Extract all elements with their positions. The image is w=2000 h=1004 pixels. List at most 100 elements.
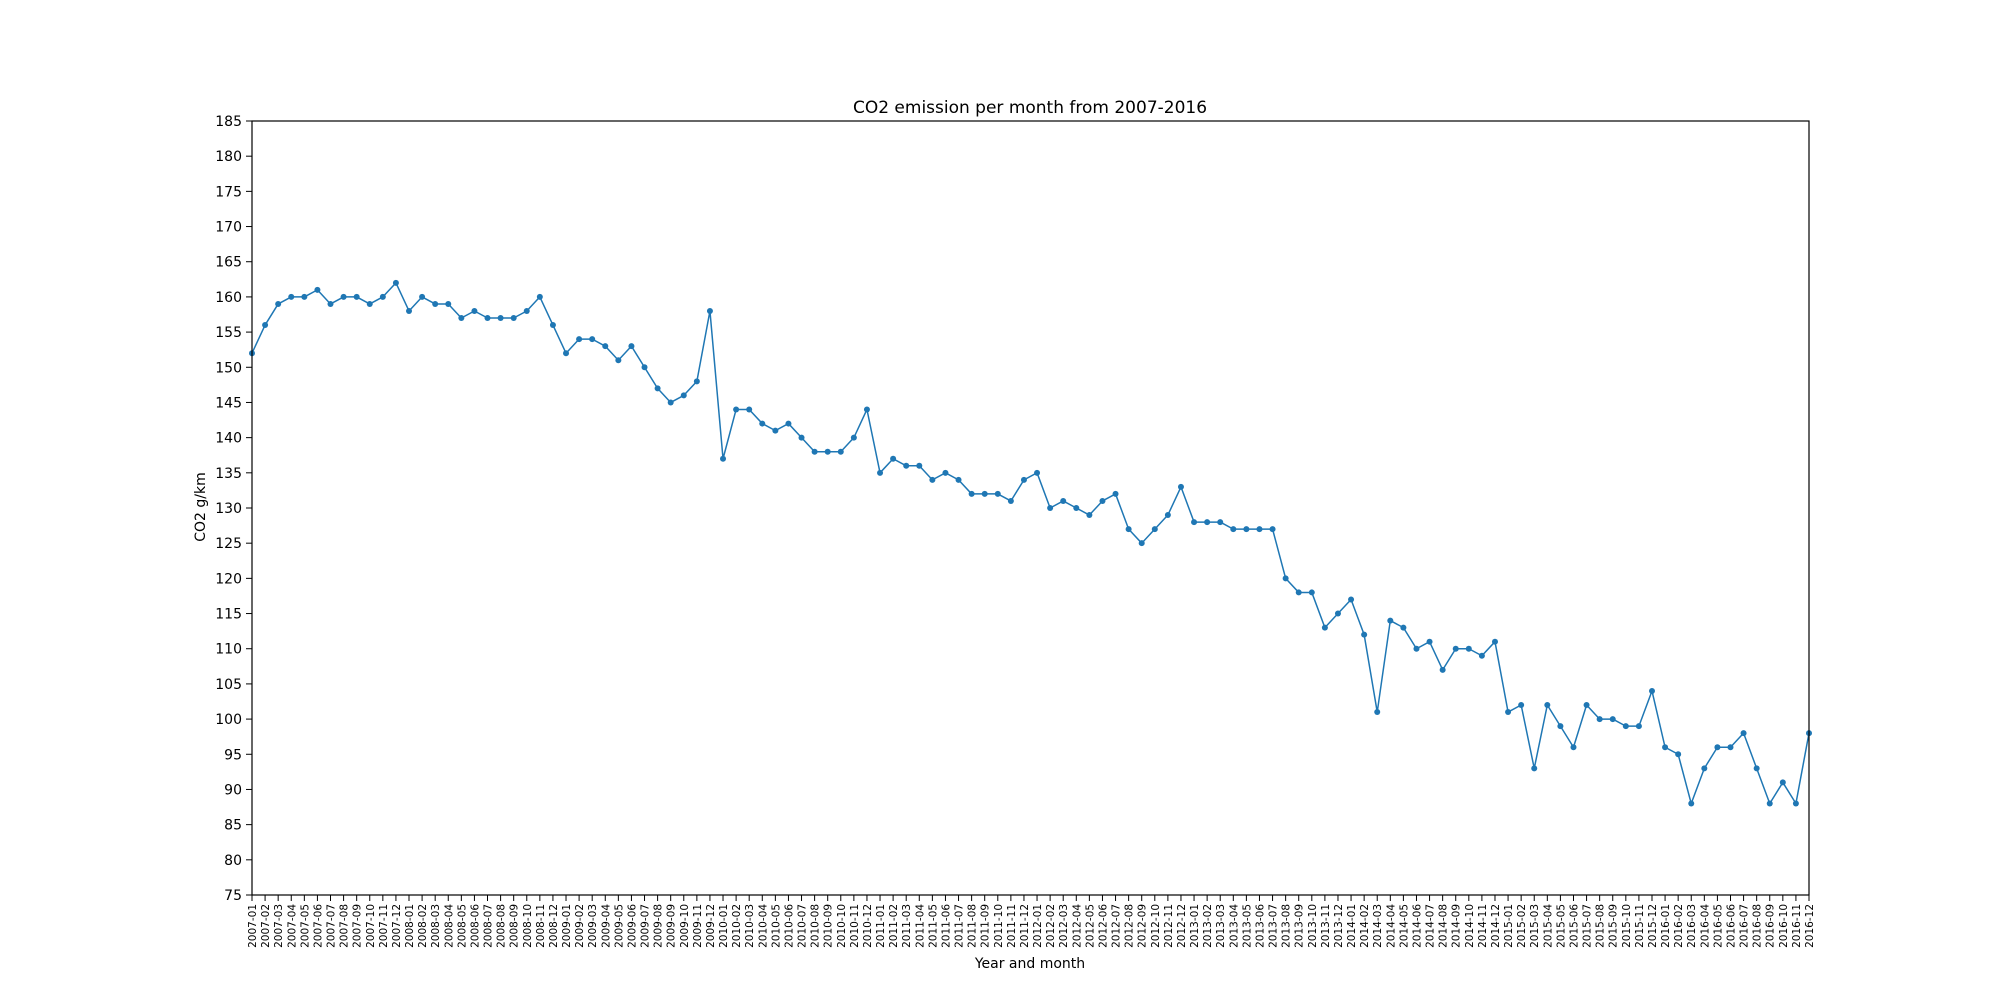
data-point <box>1740 730 1747 737</box>
data-point <box>1675 751 1682 758</box>
data-point <box>850 434 857 441</box>
data-point <box>406 307 413 314</box>
data-point <box>602 343 609 350</box>
x-tick-label: 2007-07 <box>326 904 338 948</box>
x-tick-label: 2011-02 <box>888 904 900 948</box>
x-tick-label: 2015-08 <box>1595 904 1607 948</box>
data-point <box>1570 744 1577 751</box>
x-tick-label: 2016-10 <box>1778 904 1790 948</box>
x-tick-label: 2008-06 <box>469 904 481 948</box>
data-point <box>1348 596 1355 603</box>
data-point <box>1361 631 1368 638</box>
data-point <box>1073 505 1080 511</box>
y-tick-label: 165 <box>215 255 242 271</box>
data-point <box>1125 526 1132 533</box>
y-tick-label: 150 <box>215 360 242 376</box>
data-point <box>1648 687 1655 694</box>
data-point <box>288 293 295 300</box>
data-point <box>1400 624 1407 631</box>
x-tick-label: 2013-09 <box>1294 904 1306 948</box>
data-point <box>484 315 491 322</box>
data-point <box>1662 744 1669 751</box>
y-tick-label: 140 <box>215 431 242 447</box>
data-point <box>746 406 753 413</box>
data-point <box>772 427 779 434</box>
data-point <box>523 307 530 314</box>
data-point <box>275 300 282 307</box>
y-tick-label: 120 <box>215 571 242 587</box>
x-tick-label: 2008-02 <box>417 904 429 948</box>
x-tick-label: 2010-03 <box>744 904 756 948</box>
data-point <box>667 399 674 406</box>
plot-area-frame <box>251 120 1810 896</box>
data-point <box>1596 716 1603 723</box>
x-tick-label: 2014-07 <box>1425 904 1437 948</box>
x-tick-label: 2011-06 <box>940 904 952 948</box>
y-tick-label: 110 <box>215 642 242 658</box>
y-tick-label: 125 <box>215 536 242 552</box>
x-tick-label: 2010-11 <box>849 904 861 948</box>
x-tick-label: 2010-09 <box>823 904 835 948</box>
x-tick-label: 2012-03 <box>1058 904 1070 948</box>
x-tick-label: 2011-01 <box>875 904 887 948</box>
data-point <box>1491 638 1498 645</box>
data-point <box>785 420 792 427</box>
x-tick-label: 2010-04 <box>757 904 769 948</box>
x-tick-label: 2016-06 <box>1725 904 1737 948</box>
x-tick-label: 2015-01 <box>1503 904 1515 948</box>
data-point <box>929 476 936 483</box>
x-tick-label: 2007-12 <box>391 904 403 948</box>
x-tick-label: 2012-09 <box>1137 904 1149 948</box>
x-tick-label: 2013-08 <box>1281 904 1293 948</box>
data-point <box>1439 666 1446 673</box>
x-tick-label: 2012-07 <box>1111 904 1123 948</box>
data-point <box>1727 744 1734 751</box>
data-point <box>549 322 556 329</box>
x-tick-label: 2009-04 <box>600 904 612 948</box>
series-co2 <box>249 279 1812 807</box>
data-point <box>994 490 1001 497</box>
x-tick-label: 2009-06 <box>626 904 638 948</box>
x-tick-label: 2012-02 <box>1045 904 1057 948</box>
data-point <box>1635 723 1642 730</box>
data-point <box>706 307 713 314</box>
x-tick-label: 2016-03 <box>1686 904 1698 948</box>
x-tick-label: 2007-04 <box>286 904 298 948</box>
data-point <box>445 300 452 307</box>
x-tick-label: 2016-08 <box>1752 904 1764 948</box>
y-tick-label: 145 <box>215 395 242 411</box>
x-tick-label: 2008-11 <box>535 904 547 948</box>
data-point <box>576 336 583 343</box>
data-point <box>1518 702 1525 709</box>
x-tick-label: 2013-05 <box>1241 904 1253 948</box>
x-tick-label: 2014-03 <box>1372 904 1384 948</box>
y-axis-label: CO2 g/km <box>193 472 209 542</box>
x-tick-label: 2011-12 <box>1019 904 1031 948</box>
data-point <box>1256 526 1263 533</box>
x-tick-label: 2016-01 <box>1660 904 1672 948</box>
x-tick-label: 2016-11 <box>1791 904 1803 948</box>
data-point <box>314 286 321 293</box>
data-point <box>471 307 478 314</box>
data-point <box>497 315 504 322</box>
x-tick-label: 2013-11 <box>1320 904 1332 948</box>
y-tick-label: 95 <box>224 747 242 763</box>
x-axis-label: Year and month <box>974 956 1085 972</box>
x-tick-label: 2013-02 <box>1202 904 1214 948</box>
data-point <box>720 455 727 462</box>
x-tick-label: 2014-02 <box>1359 904 1371 948</box>
x-tick-label: 2012-06 <box>1097 904 1109 948</box>
x-tick-label: 2016-07 <box>1739 904 1751 948</box>
data-point <box>1583 702 1590 709</box>
x-tick-label: 2009-10 <box>679 904 691 948</box>
x-tick-label: 2009-03 <box>587 904 599 948</box>
x-tick-label: 2008-08 <box>496 904 508 948</box>
data-point <box>1020 476 1027 483</box>
x-tick-label: 2015-06 <box>1568 904 1580 948</box>
x-tick-label: 2011-03 <box>901 904 913 948</box>
x-tick-label: 2014-05 <box>1398 904 1410 948</box>
x-tick-label: 2008-12 <box>548 904 560 948</box>
data-point <box>366 300 373 307</box>
x-tick-label: 2009-12 <box>705 904 717 948</box>
